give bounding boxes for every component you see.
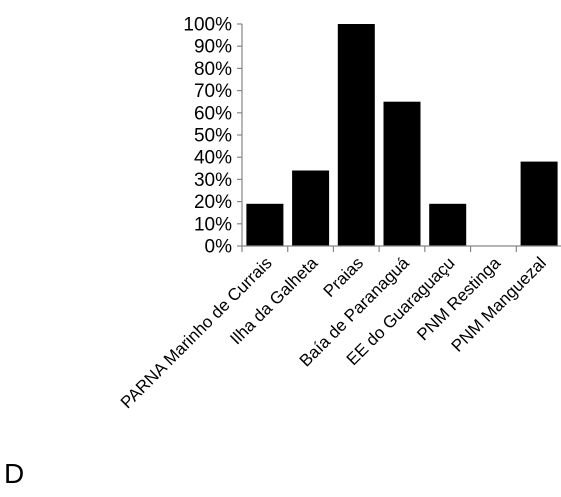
y-tick-label: 0% xyxy=(205,237,233,258)
y-tick-label: 50% xyxy=(194,126,232,147)
y-tick-label: 20% xyxy=(194,192,232,213)
y-tick-label: 100% xyxy=(183,15,232,36)
bar-0 xyxy=(246,203,284,246)
y-tick-label: 10% xyxy=(194,214,232,235)
bar-3 xyxy=(383,101,421,246)
y-tick-label: 40% xyxy=(194,148,232,169)
y-tick-label: 80% xyxy=(194,59,232,80)
bar-1 xyxy=(292,170,330,246)
bars-group xyxy=(246,24,558,246)
bar-2 xyxy=(337,24,375,246)
axes-group xyxy=(237,23,561,252)
y-tick-labels: 0%10%20%30%40%50%60%70%80%90%100% xyxy=(183,15,232,258)
y-tick-label: 30% xyxy=(194,170,232,191)
y-tick-label: 60% xyxy=(194,103,232,124)
y-tick-label: 70% xyxy=(194,81,232,102)
bar-6 xyxy=(520,161,558,246)
y-tick-label: 90% xyxy=(194,37,232,58)
bar-4 xyxy=(429,203,467,246)
panel-label: D xyxy=(4,458,25,489)
